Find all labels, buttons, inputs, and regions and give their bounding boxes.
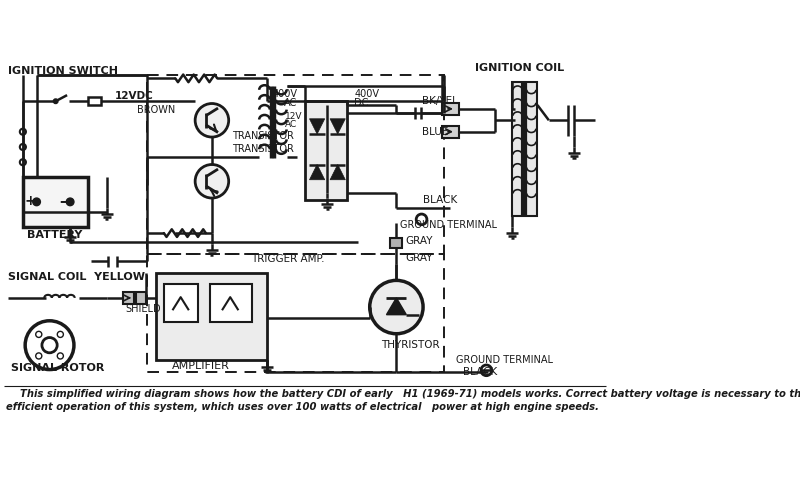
Text: efficient operation of this system, which uses over 100 watts of electrical   po: efficient operation of this system, whic… [6, 402, 599, 412]
Bar [136, 292, 146, 304]
Bar [305, 101, 347, 200]
Text: BLACK: BLACK [463, 367, 498, 377]
Circle shape [54, 99, 58, 103]
Bar [526, 82, 538, 216]
Bar [390, 239, 402, 248]
Text: GROUND TERMINAL: GROUND TERMINAL [456, 355, 553, 365]
Text: −: − [58, 192, 72, 210]
Text: IGNITION COIL: IGNITION COIL [475, 63, 564, 73]
Circle shape [195, 165, 229, 198]
Text: 12V: 12V [285, 112, 302, 121]
Text: BROWN: BROWN [138, 105, 175, 115]
Text: 12VDC: 12VDC [114, 91, 153, 101]
Circle shape [370, 280, 423, 334]
Text: DC: DC [354, 98, 369, 108]
Text: GRAY: GRAY [406, 252, 433, 262]
Polygon shape [310, 165, 325, 180]
Text: SIGNAL COIL  YELLOW: SIGNAL COIL YELLOW [8, 271, 145, 281]
Text: AMPLIFIER: AMPLIFIER [171, 361, 230, 371]
Polygon shape [386, 298, 406, 315]
Bar [147, 74, 445, 253]
Polygon shape [310, 119, 325, 134]
Polygon shape [330, 165, 346, 180]
Text: TRIGGER AMP.: TRIGGER AMP. [251, 254, 325, 264]
Bar [88, 97, 102, 105]
Text: 400V: 400V [354, 89, 379, 99]
Text: IGNITION SWITCH: IGNITION SWITCH [8, 66, 118, 76]
Circle shape [33, 198, 41, 206]
Text: AC: AC [285, 120, 298, 129]
Bar [123, 292, 134, 304]
Text: 400V: 400V [272, 89, 298, 99]
Bar [23, 178, 88, 227]
Text: +: + [25, 194, 36, 208]
Text: BATTERY: BATTERY [27, 230, 82, 240]
Text: This simplified wiring diagram shows how the battery CDI of early   H1 (1969-71): This simplified wiring diagram shows how… [6, 389, 800, 399]
Bar [164, 284, 198, 322]
Text: BLUE: BLUE [422, 127, 448, 137]
Bar [156, 273, 267, 360]
Text: GROUND TERMINAL: GROUND TERMINAL [400, 221, 498, 231]
Text: AC: AC [284, 98, 298, 108]
Bar [442, 103, 459, 115]
Text: TRANSISTOR: TRANSISTOR [233, 144, 294, 154]
Text: SHIELD: SHIELD [126, 303, 162, 313]
Text: THYRISTOR: THYRISTOR [381, 340, 440, 350]
Text: SIGNAL ROTOR: SIGNAL ROTOR [11, 363, 105, 373]
Bar [512, 82, 524, 216]
Text: BLACK: BLACK [423, 195, 458, 205]
Text: TRANSISTOR: TRANSISTOR [233, 131, 294, 141]
Bar [442, 126, 459, 138]
Bar [147, 253, 445, 372]
Circle shape [66, 198, 74, 206]
Circle shape [195, 103, 229, 137]
Text: GRAY: GRAY [406, 237, 433, 247]
Polygon shape [330, 119, 346, 134]
Bar [210, 284, 251, 322]
Text: BK/YEL: BK/YEL [422, 96, 458, 106]
